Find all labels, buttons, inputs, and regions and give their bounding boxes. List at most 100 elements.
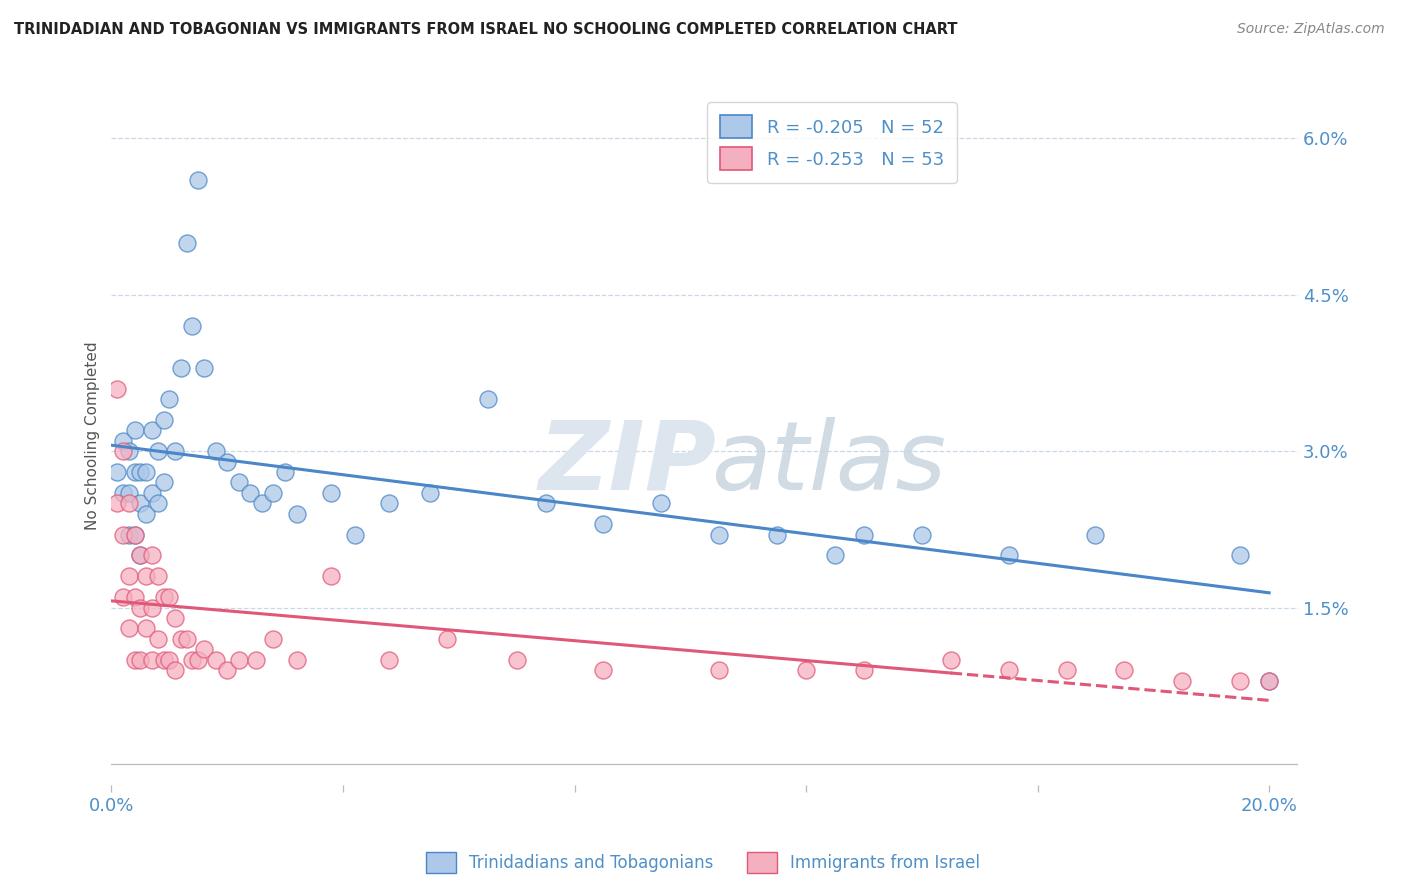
Point	[176, 632, 198, 646]
Point	[217, 455, 239, 469]
Point	[650, 496, 672, 510]
Point	[124, 527, 146, 541]
Point	[997, 663, 1019, 677]
Point	[505, 653, 527, 667]
Point	[1056, 663, 1078, 677]
Point	[250, 496, 273, 510]
Point	[105, 496, 128, 510]
Legend: R = -0.205   N = 52, R = -0.253   N = 53: R = -0.205 N = 52, R = -0.253 N = 53	[707, 103, 957, 183]
Point	[129, 653, 152, 667]
Point	[997, 549, 1019, 563]
Point	[187, 653, 209, 667]
Point	[152, 413, 174, 427]
Point	[146, 444, 169, 458]
Point	[141, 600, 163, 615]
Point	[165, 611, 187, 625]
Point	[157, 392, 180, 406]
Point	[105, 465, 128, 479]
Point	[124, 465, 146, 479]
Point	[911, 527, 934, 541]
Point	[111, 434, 134, 448]
Point	[152, 590, 174, 604]
Point	[228, 653, 250, 667]
Point	[343, 527, 366, 541]
Point	[285, 507, 308, 521]
Point	[111, 486, 134, 500]
Point	[378, 653, 401, 667]
Point	[709, 527, 731, 541]
Point	[592, 663, 614, 677]
Point	[124, 527, 146, 541]
Point	[141, 653, 163, 667]
Point	[141, 549, 163, 563]
Point	[111, 444, 134, 458]
Point	[709, 663, 731, 677]
Point	[1229, 673, 1251, 688]
Point	[129, 496, 152, 510]
Point	[124, 653, 146, 667]
Point	[135, 621, 157, 635]
Text: atlas: atlas	[710, 417, 946, 510]
Point	[111, 527, 134, 541]
Point	[204, 653, 226, 667]
Point	[239, 486, 262, 500]
Point	[146, 632, 169, 646]
Point	[245, 653, 267, 667]
Text: Source: ZipAtlas.com: Source: ZipAtlas.com	[1237, 22, 1385, 37]
Point	[1258, 673, 1281, 688]
Point	[170, 360, 193, 375]
Point	[1114, 663, 1136, 677]
Point	[939, 653, 962, 667]
Point	[124, 590, 146, 604]
Point	[766, 527, 789, 541]
Point	[111, 590, 134, 604]
Point	[129, 465, 152, 479]
Point	[118, 621, 141, 635]
Point	[321, 569, 343, 583]
Point	[118, 496, 141, 510]
Point	[1229, 549, 1251, 563]
Point	[146, 569, 169, 583]
Point	[852, 527, 875, 541]
Point	[124, 423, 146, 437]
Point	[129, 549, 152, 563]
Point	[1084, 527, 1107, 541]
Point	[794, 663, 817, 677]
Y-axis label: No Schooling Completed: No Schooling Completed	[86, 342, 100, 530]
Point	[274, 465, 297, 479]
Point	[141, 486, 163, 500]
Point	[852, 663, 875, 677]
Point	[181, 319, 204, 334]
Point	[217, 663, 239, 677]
Legend: Trinidadians and Tobagonians, Immigrants from Israel: Trinidadians and Tobagonians, Immigrants…	[419, 846, 987, 880]
Point	[118, 569, 141, 583]
Point	[165, 444, 187, 458]
Point	[436, 632, 458, 646]
Point	[419, 486, 441, 500]
Point	[263, 632, 285, 646]
Point	[157, 590, 180, 604]
Point	[146, 496, 169, 510]
Point	[181, 653, 204, 667]
Point	[477, 392, 499, 406]
Text: TRINIDADIAN AND TOBAGONIAN VS IMMIGRANTS FROM ISRAEL NO SCHOOLING COMPLETED CORR: TRINIDADIAN AND TOBAGONIAN VS IMMIGRANTS…	[14, 22, 957, 37]
Point	[129, 549, 152, 563]
Point	[118, 444, 141, 458]
Point	[263, 486, 285, 500]
Point	[228, 475, 250, 490]
Point	[165, 663, 187, 677]
Point	[193, 360, 215, 375]
Point	[135, 465, 157, 479]
Point	[1258, 673, 1281, 688]
Point	[105, 382, 128, 396]
Point	[193, 642, 215, 657]
Point	[1171, 673, 1194, 688]
Point	[824, 549, 846, 563]
Point	[204, 444, 226, 458]
Point	[321, 486, 343, 500]
Text: ZIP: ZIP	[538, 417, 717, 510]
Point	[118, 527, 141, 541]
Point	[378, 496, 401, 510]
Point	[187, 173, 209, 187]
Point	[592, 517, 614, 532]
